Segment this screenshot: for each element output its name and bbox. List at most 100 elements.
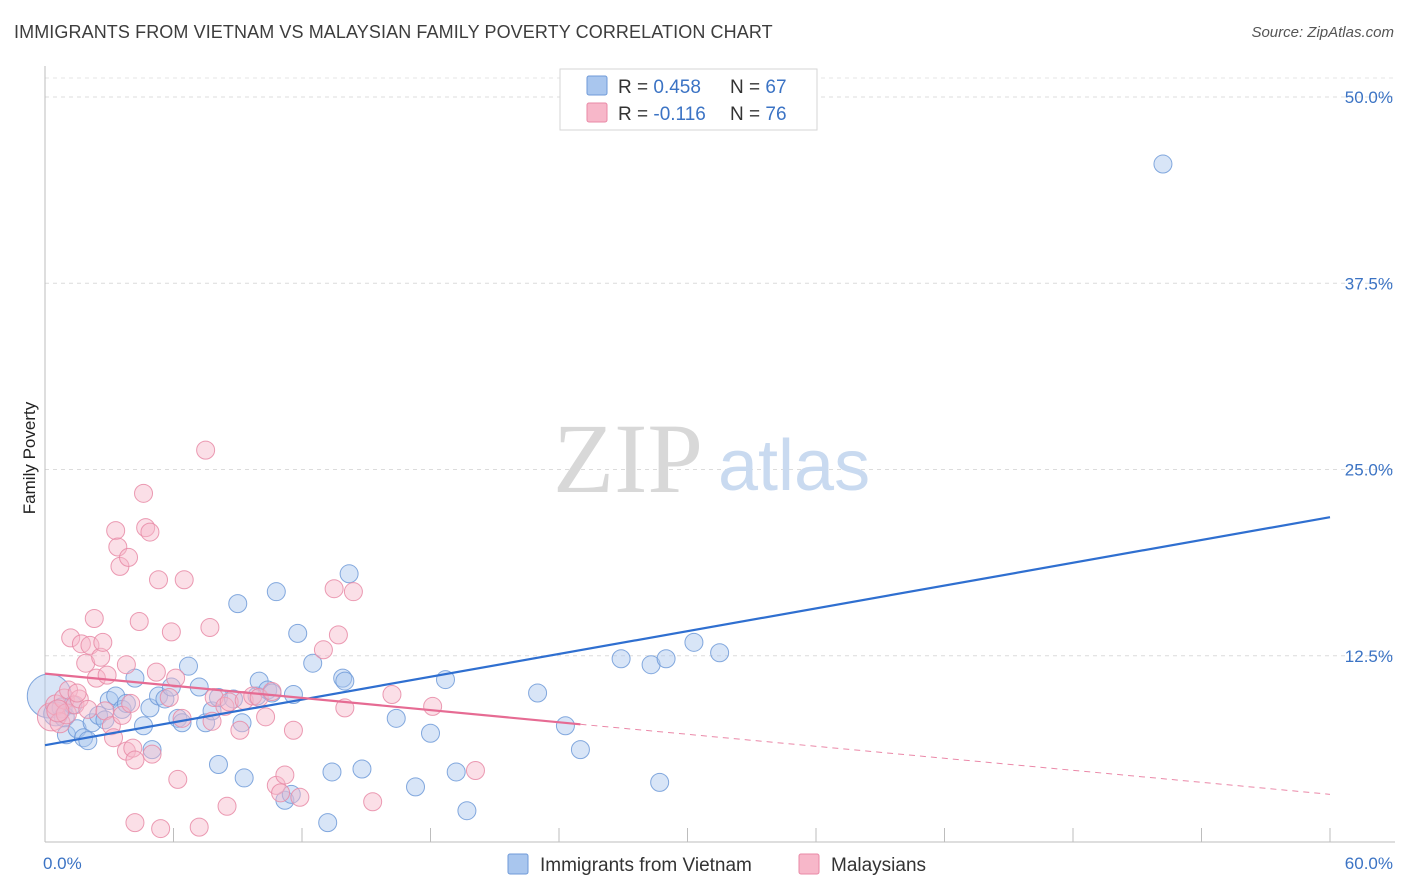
point-malaysians [119,547,139,567]
legend: R = 0.458 N = 67 R = -0.116 N = 76 [559,68,818,131]
point-vietnam [283,684,303,704]
point-vietnam [232,713,252,733]
bottom-legend-vietnam: Immigrants from Vietnam [540,855,752,876]
point-vietnam [528,683,548,703]
legend-r-malaysians: -0.116 [653,104,705,125]
point-vietnam [684,632,704,652]
trend-line-malaysians-extension [580,723,1331,795]
point-malaysians [125,750,145,770]
point-vietnam [1153,154,1173,174]
point-malaysians [363,792,383,812]
point-malaysians [106,521,126,541]
point-vietnam [339,564,359,584]
point-vietnam [78,731,98,751]
point-vietnam [318,813,338,833]
point-vietnam [641,655,661,675]
point-malaysians [129,611,149,631]
point-vietnam [208,755,228,775]
point-malaysians [161,622,181,642]
point-vietnam [266,582,286,602]
point-vietnam [656,649,676,669]
watermark-atlas: atlas [718,426,870,506]
legend-r-label: R = [618,104,653,125]
point-vietnam [611,649,631,669]
point-malaysians [166,668,186,688]
point-malaysians [61,628,81,648]
trend-line-vietnam [44,516,1331,747]
point-malaysians [125,813,145,833]
y-tick-label: 12.5% [1345,647,1393,666]
point-vietnam [352,759,372,779]
point-malaysians [243,686,263,706]
axes [44,66,1395,843]
point-malaysians [80,635,100,655]
x-tick-label: 0.0% [43,854,82,873]
point-vietnam [386,708,406,728]
point-malaysians [200,617,220,637]
point-vietnam [335,671,355,691]
point-vietnam [322,762,342,782]
point-malaysians [116,655,136,675]
point-malaysians [134,483,154,503]
point-vietnam [421,723,440,743]
point-malaysians [91,647,111,667]
svg-text:N = 67: N = 67 [730,77,787,98]
point-vietnam [650,772,670,792]
point-vietnam [303,653,323,673]
point-malaysians [159,687,179,707]
chart-title: IMMIGRANTS FROM VIETNAM VS MALAYSIAN FAM… [14,22,773,42]
legend-n-label: N = [730,104,765,125]
legend-r-vietnam: 0.458 [653,77,701,98]
trend-line-malaysians [44,672,581,726]
point-malaysians [142,744,162,764]
point-malaysians [196,440,216,460]
svg-text:N = 76: N = 76 [730,104,787,125]
point-vietnam [457,801,477,821]
point-malaysians [149,570,169,590]
legend-r-label: R = [618,77,653,98]
legend-n-vietnam: 67 [765,77,786,98]
point-malaysians [324,579,344,599]
point-malaysians [275,765,295,785]
point-vietnam [446,762,466,782]
bottom-legend-swatch-malaysians [798,853,820,875]
point-malaysians [46,699,70,723]
point-malaysians [423,696,443,716]
point-malaysians [262,682,282,702]
bottom-legend: Immigrants from Vietnam Malaysians [507,853,926,876]
y-tick-label: 37.5% [1345,274,1393,293]
point-malaysians [217,796,237,816]
point-vietnam [142,740,162,760]
legend-n-malaysians: 76 [765,104,786,125]
legend-swatch-malaysians [586,102,608,123]
legend-swatch-vietnam [586,75,608,96]
x-tick-labels: 0.0% 60.0% [43,854,1393,873]
watermark-zip: ZIP [553,403,703,514]
point-vietnam [570,740,590,760]
point-vietnam [555,716,575,736]
point-malaysians [328,625,348,645]
svg-text:R = 0.458: R = 0.458 [618,77,701,98]
point-malaysians [97,665,117,685]
bottom-legend-swatch-vietnam [507,853,529,875]
point-vietnam [178,656,198,676]
point-malaysians [230,720,250,740]
point-malaysians [343,582,363,602]
point-malaysians [67,683,87,703]
point-malaysians [78,699,98,719]
point-malaysians [168,769,188,789]
point-malaysians [271,783,291,803]
y-axis-label: Family Poverty [20,401,39,514]
point-vietnam [234,768,254,788]
point-malaysians [123,738,143,758]
data-points [26,154,1173,839]
point-vietnam [406,777,426,797]
point-vietnam [288,623,308,643]
point-malaysians [465,760,485,780]
point-malaysians [290,787,310,807]
svg-text:R = -0.116: R = -0.116 [618,104,706,125]
point-malaysians [283,720,303,740]
watermark: ZIP atlas [553,403,870,514]
point-malaysians [172,708,192,728]
point-vietnam [710,643,730,663]
